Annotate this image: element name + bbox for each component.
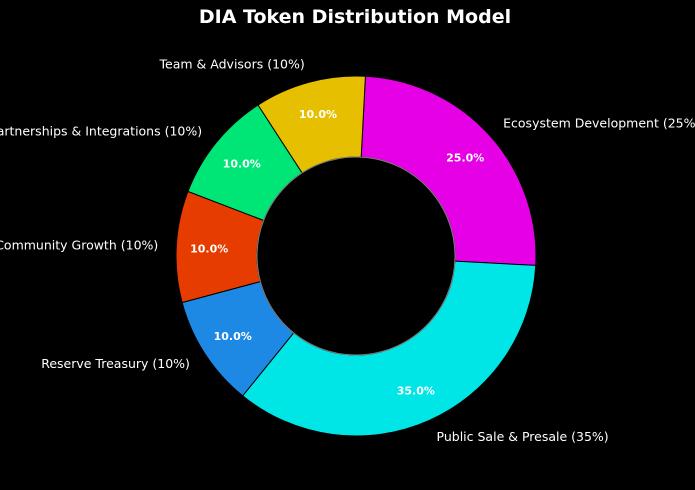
percent-label-public-sale-and-presale: 35.0% bbox=[397, 384, 435, 397]
category-label-reserve-treasury: Reserve Treasury (10%) bbox=[41, 356, 190, 371]
donut-slices bbox=[175, 75, 537, 437]
category-label-partnerships-and-integrations: Partnerships & Integrations (10%) bbox=[0, 123, 202, 138]
percent-label-partnerships-and-integrations: 10.0% bbox=[223, 157, 261, 170]
percent-label-marketing-and-community-growth: 10.0% bbox=[190, 242, 228, 255]
percent-labels: 25.0% 10.0% 10.0% 10.0% 10.0% 35.0% bbox=[190, 108, 484, 397]
category-labels: Ecosystem Development (25%) Team & Adviso… bbox=[0, 57, 695, 444]
percent-label-reserve-treasury: 10.0% bbox=[214, 330, 252, 343]
category-label-marketing-and-community-growth: Marketing & Community Growth (10%) bbox=[0, 238, 158, 253]
donut-hole bbox=[256, 156, 456, 356]
category-label-team-and-advisors: Team & Advisors (10%) bbox=[159, 57, 305, 72]
category-label-public-sale-and-presale: Public Sale & Presale (35%) bbox=[437, 429, 609, 444]
percent-label-ecosystem-development: 25.0% bbox=[446, 152, 484, 165]
chart-title: DIA Token Distribution Model bbox=[199, 6, 511, 28]
percent-label-team-and-advisors: 10.0% bbox=[299, 108, 337, 121]
category-label-ecosystem-development: Ecosystem Development (25%) bbox=[503, 116, 695, 131]
